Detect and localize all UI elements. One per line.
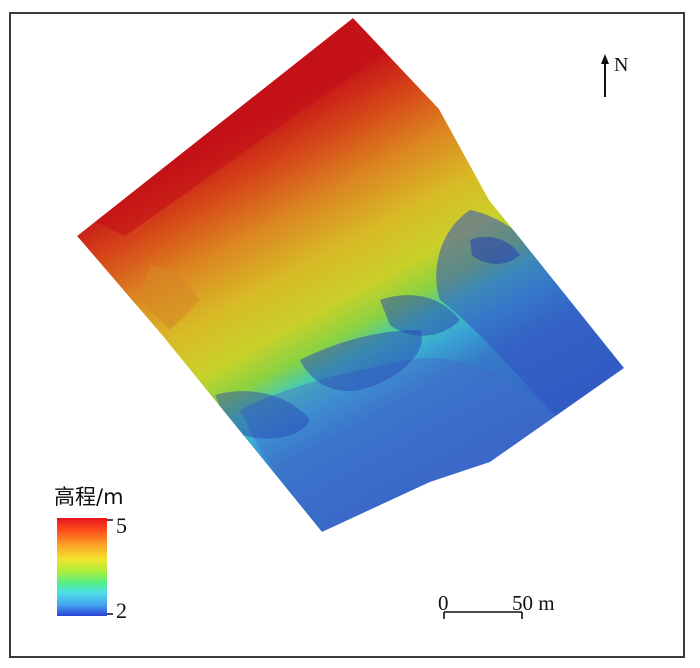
scale-end-label: 50 m xyxy=(512,591,555,615)
elevation-raster xyxy=(77,18,624,532)
north-arrow-icon xyxy=(601,54,609,97)
scale-start-label: 0 xyxy=(438,591,449,615)
legend-color-ramp xyxy=(57,518,107,616)
legend-max-label: 5 xyxy=(116,513,127,538)
legend-min-label: 2 xyxy=(116,598,127,623)
scale-bar xyxy=(443,611,523,619)
north-label: N xyxy=(614,54,629,76)
legend-title: 高程/m xyxy=(54,485,124,509)
